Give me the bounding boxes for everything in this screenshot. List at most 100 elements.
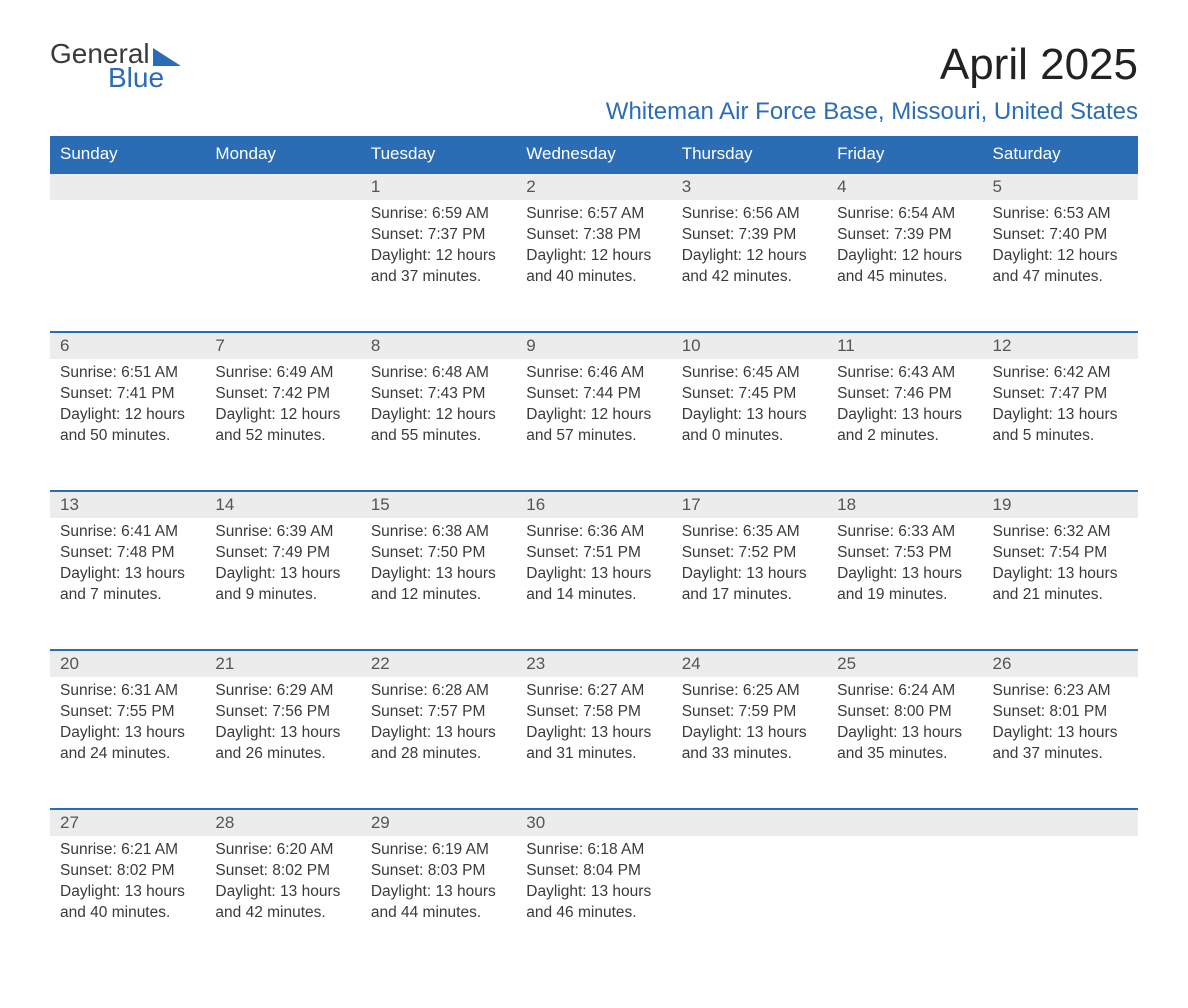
sunrise-line: Sunrise: 6:49 AM xyxy=(215,364,333,381)
sunset-line: Sunset: 7:37 PM xyxy=(371,226,486,243)
daylight-line: Daylight: 12 hours and 47 minutes. xyxy=(993,247,1118,285)
sunrise-line: Sunrise: 6:33 AM xyxy=(837,523,955,540)
sunrise-line: Sunrise: 6:24 AM xyxy=(837,682,955,699)
daynum-row: 27282930 xyxy=(50,809,1138,836)
sunset-line: Sunset: 7:46 PM xyxy=(837,385,952,402)
sunset-line: Sunset: 7:53 PM xyxy=(837,544,952,561)
day-content-cell: Sunrise: 6:18 AMSunset: 8:04 PMDaylight:… xyxy=(516,836,671,968)
day-number-cell: 29 xyxy=(361,809,516,836)
daynum-row: 13141516171819 xyxy=(50,491,1138,518)
day-number-cell xyxy=(827,809,982,836)
daylight-line: Daylight: 13 hours and 44 minutes. xyxy=(371,883,496,921)
day-content-cell: Sunrise: 6:39 AMSunset: 7:49 PMDaylight:… xyxy=(205,518,360,650)
weekday-header: Monday xyxy=(205,136,360,173)
weekday-header: Thursday xyxy=(672,136,827,173)
sunset-line: Sunset: 7:51 PM xyxy=(526,544,641,561)
sunset-line: Sunset: 7:42 PM xyxy=(215,385,330,402)
day-number-cell: 26 xyxy=(983,650,1138,677)
sunrise-line: Sunrise: 6:41 AM xyxy=(60,523,178,540)
day-content-cell: Sunrise: 6:28 AMSunset: 7:57 PMDaylight:… xyxy=(361,677,516,809)
sunrise-line: Sunrise: 6:45 AM xyxy=(682,364,800,381)
daylight-line: Daylight: 13 hours and 35 minutes. xyxy=(837,724,962,762)
sunset-line: Sunset: 7:50 PM xyxy=(371,544,486,561)
daylight-line: Daylight: 12 hours and 57 minutes. xyxy=(526,406,651,444)
sunrise-line: Sunrise: 6:53 AM xyxy=(993,205,1111,222)
sunset-line: Sunset: 7:38 PM xyxy=(526,226,641,243)
day-number-cell: 28 xyxy=(205,809,360,836)
day-content-cell xyxy=(672,836,827,968)
sunrise-line: Sunrise: 6:39 AM xyxy=(215,523,333,540)
sunset-line: Sunset: 7:47 PM xyxy=(993,385,1108,402)
weekday-header-row: SundayMondayTuesdayWednesdayThursdayFrid… xyxy=(50,136,1138,173)
day-content-cell: Sunrise: 6:59 AMSunset: 7:37 PMDaylight:… xyxy=(361,200,516,332)
daynum-row: 6789101112 xyxy=(50,332,1138,359)
day-content-cell: Sunrise: 6:32 AM Sunset: 7:54 PM Daylight:… xyxy=(983,518,1138,650)
day-content-cell: Sunrise: 6:57 AMSunset: 7:38 PMDaylight:… xyxy=(516,200,671,332)
weekday-header: Sunday xyxy=(50,136,205,173)
sunset-line: Sunset: 7:55 PM xyxy=(60,703,175,720)
daylight-line: Daylight: 13 hours and 19 minutes. xyxy=(837,565,962,603)
sunrise-line: Sunrise: 6:42 AM xyxy=(993,364,1111,381)
day-number-cell: 12 xyxy=(983,332,1138,359)
day-number-cell: 22 xyxy=(361,650,516,677)
sunrise-line: Sunrise: 6:29 AM xyxy=(215,682,333,699)
sunset-line: Sunset: 8:04 PM xyxy=(526,862,641,879)
day-content-cell: Sunrise: 6:43 AMSunset: 7:46 PMDaylight:… xyxy=(827,359,982,491)
sunset-line: Sunset: 7:57 PM xyxy=(371,703,486,720)
day-number-cell: 27 xyxy=(50,809,205,836)
day-content-row: Sunrise: 6:41 AMSunset: 7:48 PMDaylight:… xyxy=(50,518,1138,650)
day-content-cell: Sunrise: 6:42 AM Sunset: 7:47 PM Daylight:… xyxy=(983,359,1138,491)
day-content-cell: Sunrise: 6:31 AM Sunset: 7:55 PM Daylight:… xyxy=(50,677,205,809)
daylight-line: Daylight: 13 hours and 5 minutes. xyxy=(993,406,1118,444)
day-content-cell xyxy=(205,200,360,332)
day-content-cell: Sunrise: 6:54 AMSunset: 7:39 PMDaylight:… xyxy=(827,200,982,332)
daylight-line: Daylight: 13 hours and 21 minutes. xyxy=(993,565,1118,603)
day-content-row: Sunrise: 6:21 AMSunset: 8:02 PMDaylight:… xyxy=(50,836,1138,968)
daylight-line: Daylight: 13 hours and 24 minutes. xyxy=(60,724,185,762)
daylight-line: Daylight: 12 hours and 55 minutes. xyxy=(371,406,496,444)
daylight-line: Daylight: 13 hours and 17 minutes. xyxy=(682,565,807,603)
day-number-cell: 30 xyxy=(516,809,671,836)
sunrise-line: Sunrise: 6:59 AM xyxy=(371,205,489,222)
sunrise-line: Sunrise: 6:31 AM xyxy=(60,682,178,699)
day-content-row: Sunrise: 6:51 AMSunset: 7:41 PMDaylight:… xyxy=(50,359,1138,491)
daylight-line: Daylight: 13 hours and 7 minutes. xyxy=(60,565,185,603)
daylight-line: Daylight: 13 hours and 14 minutes. xyxy=(526,565,651,603)
sunset-line: Sunset: 8:01 PM xyxy=(993,703,1108,720)
sunrise-line: Sunrise: 6:32 AM xyxy=(993,523,1111,540)
day-content-cell: Sunrise: 6:41 AMSunset: 7:48 PMDaylight:… xyxy=(50,518,205,650)
day-content-row: Sunrise: 6:31 AM Sunset: 7:55 PM Daylight:… xyxy=(50,677,1138,809)
day-number-cell: 1 xyxy=(361,173,516,200)
day-number-cell: 13 xyxy=(50,491,205,518)
day-number-cell xyxy=(205,173,360,200)
sunrise-line: Sunrise: 6:56 AM xyxy=(682,205,800,222)
daylight-line: Daylight: 13 hours and 33 minutes. xyxy=(682,724,807,762)
day-content-cell: Sunrise: 6:20 AMSunset: 8:02 PMDaylight:… xyxy=(205,836,360,968)
day-content-cell: Sunrise: 6:35 AMSunset: 7:52 PMDaylight:… xyxy=(672,518,827,650)
day-number-cell: 3 xyxy=(672,173,827,200)
sunrise-line: Sunrise: 6:20 AM xyxy=(215,841,333,858)
day-content-cell: Sunrise: 6:46 AM Sunset: 7:44 PM Daylight:… xyxy=(516,359,671,491)
sunset-line: Sunset: 7:54 PM xyxy=(993,544,1108,561)
day-content-cell: Sunrise: 6:29 AMSunset: 7:56 PMDaylight:… xyxy=(205,677,360,809)
daylight-line: Daylight: 13 hours and 0 minutes. xyxy=(682,406,807,444)
day-number-cell: 14 xyxy=(205,491,360,518)
sunrise-line: Sunrise: 6:38 AM xyxy=(371,523,489,540)
weekday-header: Tuesday xyxy=(361,136,516,173)
sunset-line: Sunset: 7:39 PM xyxy=(837,226,952,243)
sunrise-line: Sunrise: 6:46 AM xyxy=(526,364,644,381)
daynum-row: 12345 xyxy=(50,173,1138,200)
day-number-cell: 18 xyxy=(827,491,982,518)
sunset-line: Sunset: 7:44 PM xyxy=(526,385,641,402)
daylight-line: Daylight: 13 hours and 12 minutes. xyxy=(371,565,496,603)
day-number-cell: 6 xyxy=(50,332,205,359)
sunset-line: Sunset: 7:59 PM xyxy=(682,703,797,720)
day-content-cell xyxy=(50,200,205,332)
sunset-line: Sunset: 7:52 PM xyxy=(682,544,797,561)
daylight-line: Daylight: 13 hours and 37 minutes. xyxy=(993,724,1118,762)
day-content-cell: Sunrise: 6:25 AMSunset: 7:59 PMDaylight:… xyxy=(672,677,827,809)
day-number-cell: 23 xyxy=(516,650,671,677)
sunrise-line: Sunrise: 6:36 AM xyxy=(526,523,644,540)
day-number-cell xyxy=(672,809,827,836)
day-content-cell: Sunrise: 6:56 AMSunset: 7:39 PMDaylight:… xyxy=(672,200,827,332)
